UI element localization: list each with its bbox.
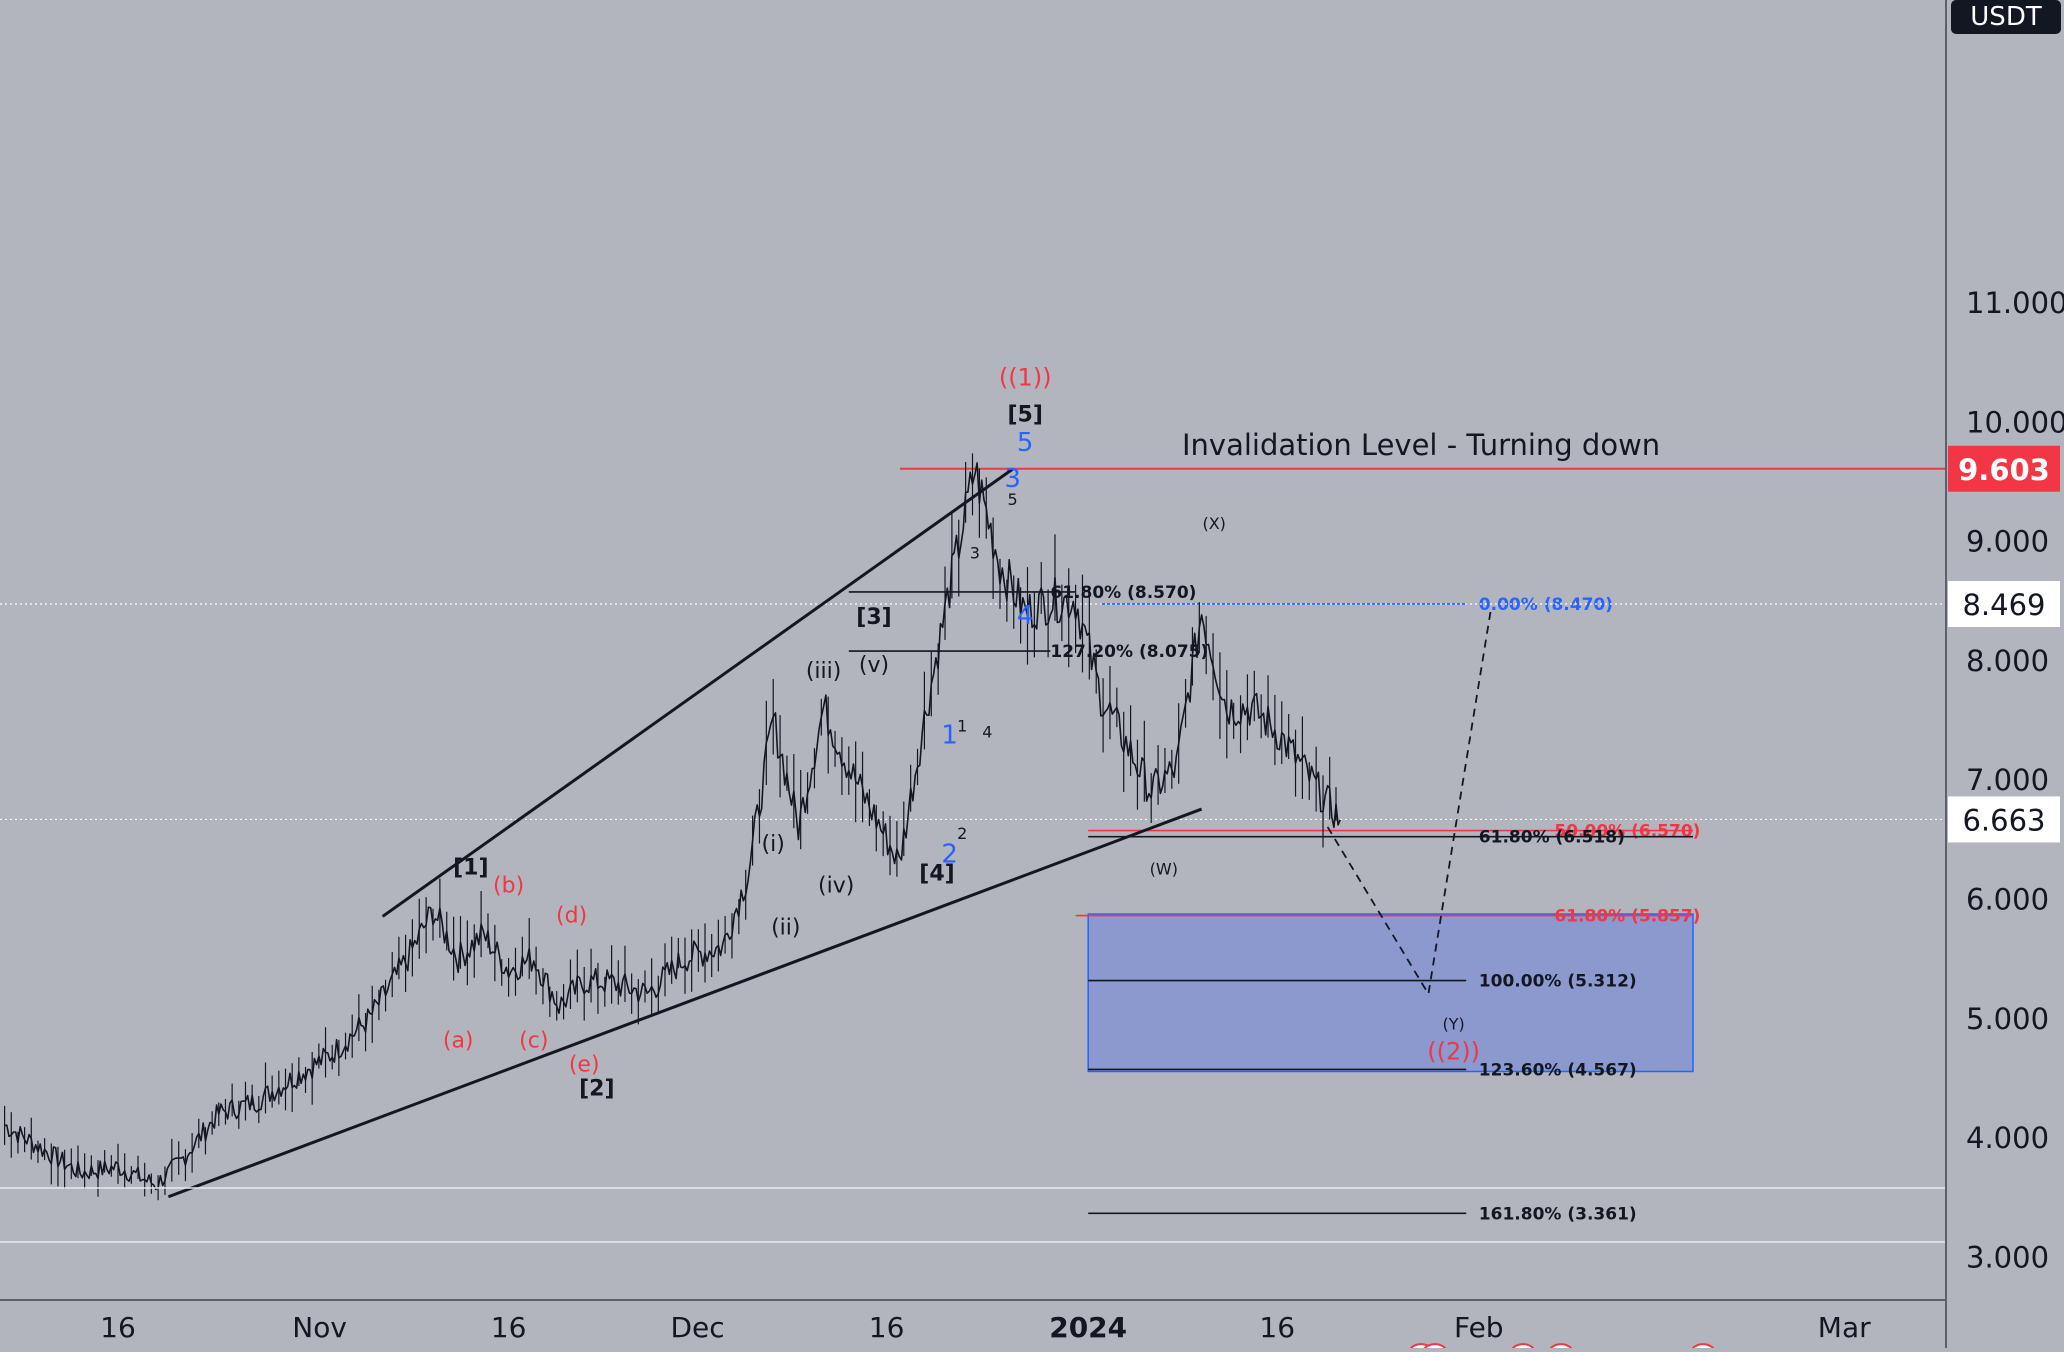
wave-label: [1] — [453, 856, 488, 881]
time-tick-label: Dec — [671, 1311, 725, 1344]
price-tick-label: 3.000 — [1966, 1240, 2049, 1274]
time-tick-label: 16 — [869, 1311, 905, 1344]
wave-label: (X) — [1202, 514, 1225, 533]
price-badge-label: 6.663 — [1962, 803, 2045, 837]
wave-label: (c) — [519, 1029, 548, 1054]
price-tick-label: 11.000 — [1966, 286, 2064, 320]
wave-label: 3 — [970, 544, 980, 563]
price-badge — [1948, 796, 2060, 843]
us-flag-event-icon — [1508, 1343, 1538, 1352]
wave-label: (Y) — [1442, 1015, 1464, 1034]
wedge-trendline — [167, 807, 1203, 1199]
fib-level-label: 100.00% (5.312) — [1479, 972, 1637, 992]
wave-label: (iii) — [806, 659, 842, 684]
time-tick-label: Feb — [1454, 1311, 1504, 1344]
price-tick-label: 6.000 — [1966, 883, 2049, 917]
price-axis-background — [1946, 0, 2064, 1348]
wave-label: 5 — [1008, 490, 1018, 509]
us-flag-event-icon — [1688, 1343, 1718, 1352]
wave-label: 2 — [941, 840, 958, 870]
wave-label: [4] — [919, 862, 954, 887]
wave-label: [3] — [856, 605, 891, 630]
invalidation-label: Invalidation Level - Turning down — [1182, 428, 1660, 462]
price-layer — [3, 453, 1341, 1201]
economic-events-layer — [1406, 1343, 1718, 1352]
time-tick-label: 16 — [1259, 1311, 1295, 1344]
quote-currency-badge — [1951, 0, 2061, 34]
fib-level-label: 61.80% (8.570) — [1050, 583, 1196, 603]
invalidation-price-label: 9.603 — [1958, 453, 2050, 487]
wave-label: (i) — [762, 832, 785, 857]
wave-label: [5] — [1007, 402, 1042, 427]
time-tick-label: 16 — [100, 1311, 136, 1344]
fib-levels-layer: 0.00% (8.470) 61.80% (8.570) 127.20% (8.07… — [0, 583, 1946, 1352]
price-tick-label: 4.000 — [1966, 1121, 2049, 1155]
time-tick-label: Mar — [1818, 1311, 1871, 1344]
fib-level-label: 127.20% (8.075) — [1050, 642, 1208, 662]
trendlines-layer: Invalidation Level - Turning down — [167, 428, 1946, 1199]
wave-label: (iv) — [818, 874, 854, 899]
fib-level-label: 161.80% (3.361) — [1479, 1204, 1637, 1224]
price-tick-label: 5.000 — [1966, 1002, 2049, 1036]
wave-label: (d) — [556, 903, 587, 928]
wave-label: (v) — [859, 653, 889, 678]
fib-level-label: 61.80% (5.857) — [1554, 907, 1700, 927]
price-badge — [1948, 581, 2060, 628]
fib-level-label: 123.60% (4.567) — [1479, 1060, 1637, 1080]
price-tick-label: 7.000 — [1966, 763, 2049, 797]
target-zone — [1087, 913, 1694, 1073]
fib-level-label: 61.80% (6.518) — [1479, 828, 1625, 848]
time-tick-label: Nov — [292, 1311, 347, 1344]
wave-label: (a) — [443, 1029, 474, 1054]
wave-label: 1 — [941, 720, 958, 750]
wave-label: 1 — [957, 717, 967, 736]
price-badge-label: 8.469 — [1962, 588, 2045, 622]
fib-level-label: 0.00% (8.470) — [1479, 595, 1613, 615]
price-tick-label: 9.000 — [1966, 525, 2049, 559]
time-tick-label: 2024 — [1049, 1311, 1127, 1344]
price-tick-label: 8.000 — [1966, 644, 2049, 678]
wave-label: (e) — [569, 1052, 600, 1077]
wave-label: 4 — [982, 722, 992, 741]
wave-label: (ii) — [771, 915, 800, 940]
quote-currency-label: USDT — [1970, 2, 2042, 32]
wave-label: 3 — [1004, 464, 1021, 494]
wave-label: 5 — [1017, 428, 1034, 458]
target-zone-layer — [1087, 913, 1694, 1073]
price-tick-label: 10.000 — [1966, 405, 2064, 439]
wave-label: 4 — [1017, 601, 1034, 631]
wave-label: (b) — [493, 874, 524, 899]
us-flag-event-icon — [1546, 1343, 1576, 1352]
wave-label: (W) — [1150, 860, 1178, 879]
wedge-trendline — [381, 467, 1014, 918]
price-line — [4, 462, 1341, 1191]
invalidation-price-badge — [1948, 445, 2060, 492]
wave-label: [2] — [579, 1076, 614, 1101]
wave-label: ((2)) — [1427, 1038, 1480, 1066]
wave-label: 2 — [957, 824, 967, 843]
wave-label: ((1)) — [999, 364, 1052, 392]
time-tick-label: 16 — [491, 1311, 527, 1344]
